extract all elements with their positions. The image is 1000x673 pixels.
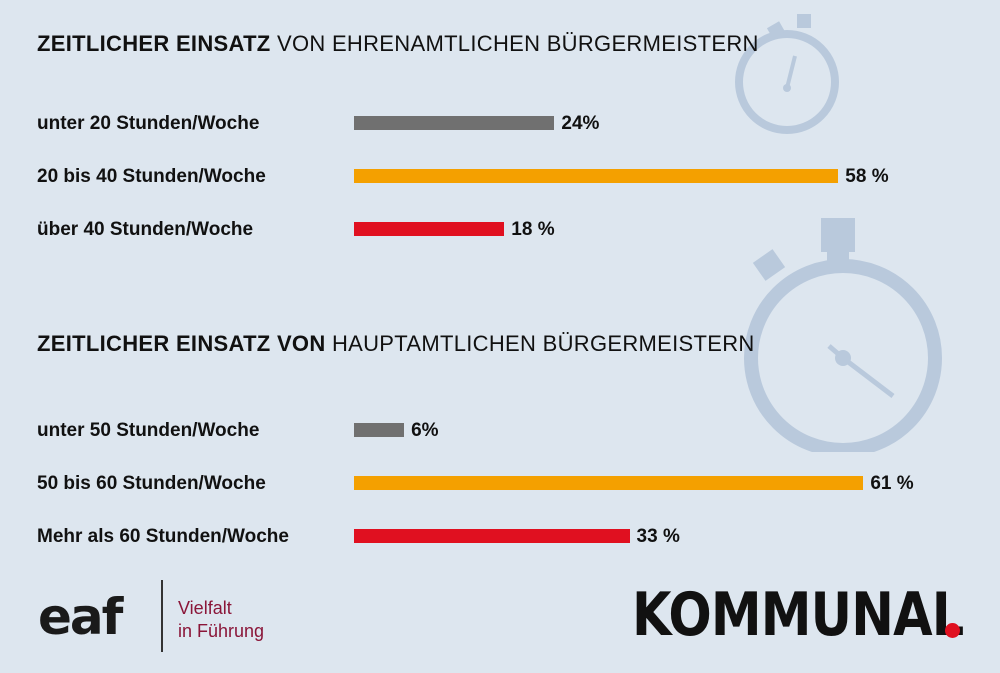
bar-value-label: 18 % (511, 219, 555, 240)
chart2-title-light: HAUPTAMTLICHEN BÜRGERMEISTERN (331, 331, 755, 356)
eaf-logo: eaf (38, 588, 123, 646)
bar-value-label: 33 % (636, 526, 680, 547)
stopwatch-small-icon (735, 14, 839, 134)
bar (354, 222, 505, 236)
eaf-tagline: Vielfalt in Führung (178, 597, 264, 643)
chart2-title: ZEITLICHER EINSATZ VON HAUPTAMTLICHEN BÜ… (37, 331, 755, 357)
chart1-title: ZEITLICHER EINSATZ VON EHRENAMTLICHEN BÜ… (37, 31, 759, 57)
bar-category-label: unter 50 Stunden/Woche (37, 420, 260, 441)
bar (354, 476, 864, 490)
chart2-title-bold: ZEITLICHER EINSATZ VON (37, 331, 326, 356)
bar-value-label: 24% (561, 113, 600, 134)
kommunal-logo: KOMMUNAL (632, 580, 964, 650)
bar-value-label: 61 % (870, 473, 914, 494)
bar-category-label: 50 bis 60 Stunden/Woche (37, 473, 266, 494)
stopwatch-large-icon (744, 218, 942, 452)
logo-divider (161, 580, 163, 652)
bar (354, 529, 630, 543)
bar-value-label: 58 % (845, 166, 889, 187)
kommunal-logo-dot (945, 623, 960, 638)
bar (354, 116, 555, 130)
bar-category-label: 20 bis 40 Stunden/Woche (37, 166, 266, 187)
bar-category-label: Mehr als 60 Stunden/Woche (37, 526, 289, 547)
bar (354, 423, 405, 437)
bar (354, 169, 839, 183)
bar-category-label: über 40 Stunden/Woche (37, 219, 254, 240)
chart1-title-light: VON EHRENAMTLICHEN BÜRGERMEISTERN (276, 31, 759, 56)
bar-category-label: unter 20 Stunden/Woche (37, 113, 260, 134)
tagline-line1: Vielfalt (178, 598, 232, 618)
chart1-title-bold: ZEITLICHER EINSATZ (37, 31, 271, 56)
bar-value-label: 6% (411, 420, 439, 441)
tagline-line2: in Führung (178, 621, 265, 641)
